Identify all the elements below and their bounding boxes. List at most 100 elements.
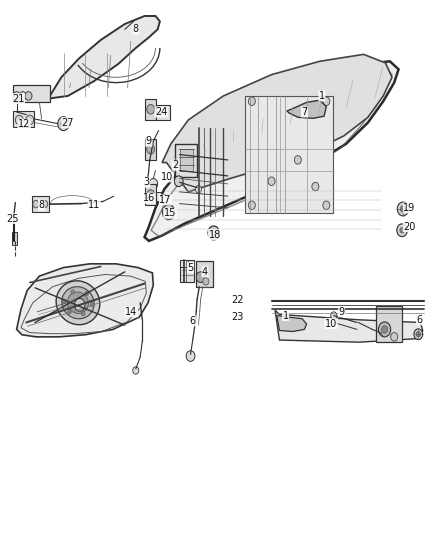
Bar <box>13 111 34 127</box>
Text: 17: 17 <box>159 195 172 205</box>
Bar <box>151 192 161 201</box>
Text: 9: 9 <box>339 307 345 317</box>
Text: 9: 9 <box>146 136 152 146</box>
Bar <box>376 306 402 342</box>
Text: 7: 7 <box>301 107 307 117</box>
Circle shape <box>162 205 175 220</box>
Circle shape <box>196 272 205 282</box>
Circle shape <box>147 144 155 154</box>
Circle shape <box>323 201 330 209</box>
Circle shape <box>147 190 155 199</box>
Text: 14: 14 <box>125 307 138 317</box>
Text: 24: 24 <box>155 107 167 117</box>
Circle shape <box>74 298 85 311</box>
Text: 10: 10 <box>161 172 173 182</box>
Polygon shape <box>277 316 307 332</box>
Text: 6: 6 <box>417 315 423 325</box>
Text: 21: 21 <box>12 94 25 103</box>
Circle shape <box>19 92 26 100</box>
Text: 23: 23 <box>231 312 244 322</box>
Text: 22: 22 <box>231 295 244 304</box>
Text: 16: 16 <box>143 193 155 203</box>
Circle shape <box>416 332 420 337</box>
Polygon shape <box>145 61 399 241</box>
Circle shape <box>400 228 404 233</box>
Circle shape <box>15 115 23 125</box>
Circle shape <box>414 329 423 340</box>
Circle shape <box>62 299 66 303</box>
Text: 15: 15 <box>164 208 176 218</box>
Bar <box>245 96 333 213</box>
Polygon shape <box>48 16 160 99</box>
Circle shape <box>312 182 319 191</box>
Text: 1: 1 <box>319 91 325 101</box>
Text: 5: 5 <box>187 263 194 272</box>
Circle shape <box>166 209 171 215</box>
Text: 1: 1 <box>283 311 289 320</box>
Bar <box>32 196 49 212</box>
Circle shape <box>323 97 330 106</box>
Circle shape <box>248 97 255 106</box>
Circle shape <box>71 290 74 294</box>
Circle shape <box>397 224 407 237</box>
Bar <box>175 144 197 177</box>
Bar <box>13 85 50 102</box>
Circle shape <box>268 177 275 185</box>
Text: 8: 8 <box>39 200 45 210</box>
Circle shape <box>248 201 255 209</box>
Circle shape <box>61 120 66 127</box>
Bar <box>180 260 188 266</box>
Circle shape <box>186 351 195 361</box>
Text: 20: 20 <box>403 222 416 231</box>
Circle shape <box>133 367 139 374</box>
Circle shape <box>294 156 301 164</box>
Text: 4: 4 <box>202 267 208 277</box>
Bar <box>12 232 17 245</box>
Ellipse shape <box>67 292 88 313</box>
Text: 25: 25 <box>6 214 18 223</box>
Text: 27: 27 <box>62 118 74 127</box>
Circle shape <box>90 302 94 306</box>
Circle shape <box>174 176 183 187</box>
Polygon shape <box>287 100 326 118</box>
Bar <box>145 99 156 120</box>
Circle shape <box>25 92 32 100</box>
Polygon shape <box>275 310 423 342</box>
Circle shape <box>378 322 391 337</box>
Text: 6: 6 <box>190 316 196 326</box>
Bar <box>196 261 213 287</box>
Circle shape <box>81 311 85 316</box>
Polygon shape <box>17 264 153 337</box>
Text: 19: 19 <box>403 203 416 213</box>
Circle shape <box>160 195 168 204</box>
Circle shape <box>67 310 71 314</box>
Ellipse shape <box>56 281 100 325</box>
Text: 8: 8 <box>133 25 139 34</box>
Circle shape <box>26 115 34 125</box>
Bar <box>180 149 193 171</box>
Text: 12: 12 <box>18 119 30 129</box>
Circle shape <box>208 226 219 240</box>
Text: 11: 11 <box>88 200 100 210</box>
Circle shape <box>42 200 48 208</box>
Circle shape <box>331 319 336 326</box>
Ellipse shape <box>62 287 94 319</box>
Circle shape <box>391 333 398 341</box>
Polygon shape <box>162 54 392 192</box>
Bar <box>180 260 194 282</box>
Text: 18: 18 <box>208 230 221 239</box>
Circle shape <box>203 278 209 285</box>
Circle shape <box>381 326 388 333</box>
Bar <box>145 139 156 160</box>
Circle shape <box>397 202 409 216</box>
Circle shape <box>58 117 69 131</box>
Circle shape <box>13 92 20 100</box>
Circle shape <box>85 292 88 296</box>
Bar <box>145 184 156 205</box>
Text: 2: 2 <box>172 160 178 170</box>
Text: 10: 10 <box>325 319 337 328</box>
Circle shape <box>400 206 406 212</box>
Bar <box>155 105 170 120</box>
Text: 3: 3 <box>144 177 150 187</box>
Circle shape <box>211 230 216 236</box>
